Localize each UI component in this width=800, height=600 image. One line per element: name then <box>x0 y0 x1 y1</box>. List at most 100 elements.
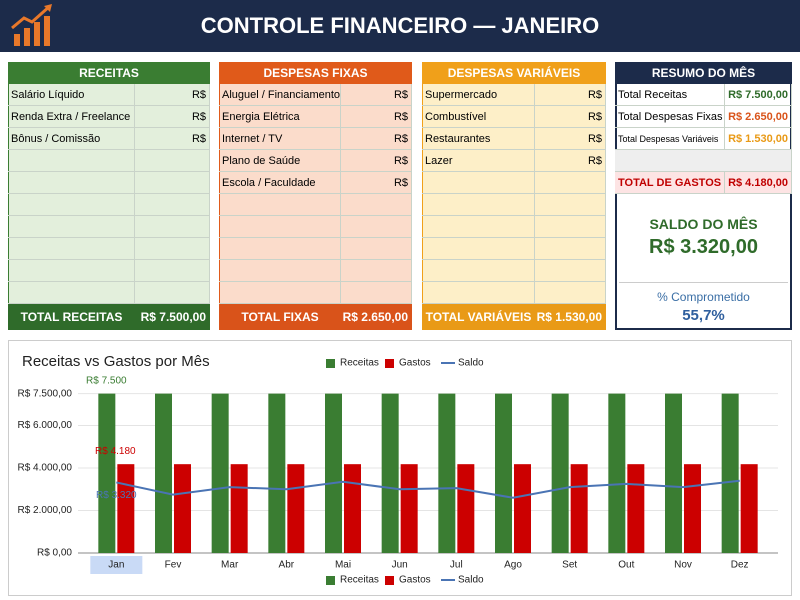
x-tick-label: Mar <box>221 560 239 571</box>
bar <box>721 393 739 553</box>
table-cell: R$ <box>135 128 210 150</box>
comprometido-value: 55,7% <box>682 307 725 324</box>
total-label: TOTAL RECEITAS <box>8 304 135 330</box>
table-cell: Restaurantes <box>422 128 535 150</box>
summary-value: R$ 7.500,00 <box>725 84 792 106</box>
empty-cell <box>135 260 210 282</box>
total-label: TOTAL VARIÁVEIS <box>422 304 535 330</box>
bar <box>684 464 701 553</box>
x-tick-label: Jul <box>450 560 463 571</box>
summary-label: Total Despesas Fixas <box>615 106 725 128</box>
empty-cell <box>219 260 341 282</box>
data-label: R$ 4.180 <box>95 446 136 457</box>
header-bar: CONTROLE FINANCEIRO — JANEIRO <box>0 0 800 52</box>
table-cell: R$ <box>135 106 210 128</box>
bar <box>268 393 286 553</box>
empty-cell <box>135 150 210 172</box>
empty-cell <box>422 216 535 238</box>
x-tick-label: Jun <box>392 560 408 571</box>
empty-cell <box>8 194 135 216</box>
table-cell: Aluguel / Financiamento <box>219 84 341 106</box>
empty-cell <box>535 238 606 260</box>
x-tick-label: Fev <box>165 560 182 571</box>
total-value: R$ 7.500,00 <box>135 304 210 330</box>
table-cell: Internet / TV <box>219 128 341 150</box>
empty-cell <box>422 260 535 282</box>
empty-cell <box>8 238 135 260</box>
table-cell: R$ <box>341 172 412 194</box>
empty-cell <box>135 194 210 216</box>
legend-label: Saldo <box>458 358 484 369</box>
x-tick-label: Abr <box>279 560 295 571</box>
empty-cell <box>135 282 210 304</box>
y-tick-label: R$ 7.500,00 <box>18 388 73 399</box>
logo <box>11 4 52 46</box>
bar <box>457 464 475 553</box>
panel-header: RESUMO DO MÊS <box>615 62 792 84</box>
x-tick-label: Dez <box>731 560 749 571</box>
table-cell: Energia Elétrica <box>219 106 341 128</box>
empty-cell <box>8 282 135 304</box>
table-cell: Combustível <box>422 106 535 128</box>
panel-header: DESPESAS VARIÁVEIS <box>422 62 606 84</box>
bar <box>400 464 418 553</box>
empty-cell <box>535 260 606 282</box>
empty-cell <box>422 172 535 194</box>
legend-label: Gastos <box>399 575 431 586</box>
table-cell: R$ <box>135 84 210 106</box>
total-value: R$ 2.650,00 <box>341 304 412 330</box>
bar <box>627 464 645 553</box>
panel-header: RECEITAS <box>8 62 210 84</box>
summary-value: R$ 2.650,00 <box>725 106 792 128</box>
empty-cell <box>8 260 135 282</box>
empty-cell <box>219 194 341 216</box>
legend-label: Gastos <box>399 358 431 369</box>
table-cell: Renda Extra / Freelance <box>8 106 135 128</box>
legend-swatch <box>326 576 335 585</box>
table-cell: R$ <box>535 106 606 128</box>
empty-cell <box>135 238 210 260</box>
x-tick-label: Nov <box>674 560 692 571</box>
bar <box>608 393 626 553</box>
bar <box>325 393 342 553</box>
empty-cell <box>8 172 135 194</box>
bar <box>665 393 682 553</box>
table-cell: R$ <box>535 128 606 150</box>
bar <box>438 393 456 553</box>
legend-label: Saldo <box>458 575 484 586</box>
empty-cell <box>8 150 135 172</box>
legend-label: Receitas <box>340 358 379 369</box>
empty-cell <box>341 194 412 216</box>
table-cell: Lazer <box>422 150 535 172</box>
bar <box>381 393 399 553</box>
empty-cell <box>535 172 606 194</box>
table-cell: Supermercado <box>422 84 535 106</box>
summary-value: R$ 1.530,00 <box>725 128 792 150</box>
summary-label: Total Despesas Variáveis <box>615 128 725 150</box>
y-tick-label: R$ 4.000,00 <box>18 463 73 474</box>
legend-label: Receitas <box>340 575 379 586</box>
bar <box>570 464 588 553</box>
empty-cell <box>219 238 341 260</box>
chart-panel <box>8 340 792 596</box>
table-cell: R$ <box>341 128 412 150</box>
empty-cell <box>535 194 606 216</box>
bar <box>551 393 569 553</box>
saldo-value: R$ 3.320,00 <box>649 236 758 258</box>
legend-swatch <box>326 359 335 368</box>
empty-cell <box>341 260 412 282</box>
bar <box>740 464 758 553</box>
bar <box>174 464 191 553</box>
line <box>116 479 740 499</box>
panel-border <box>8 62 210 330</box>
empty-cell <box>341 216 412 238</box>
bar <box>230 464 248 553</box>
legend-swatch <box>385 576 394 585</box>
summary-label: Total Receitas <box>615 84 725 106</box>
selected-cell <box>90 556 143 574</box>
x-tick-label: Jan <box>108 560 124 571</box>
empty-cell <box>135 216 210 238</box>
chart-title: Receitas vs Gastos por Mês <box>22 353 210 370</box>
empty-cell <box>219 282 341 304</box>
